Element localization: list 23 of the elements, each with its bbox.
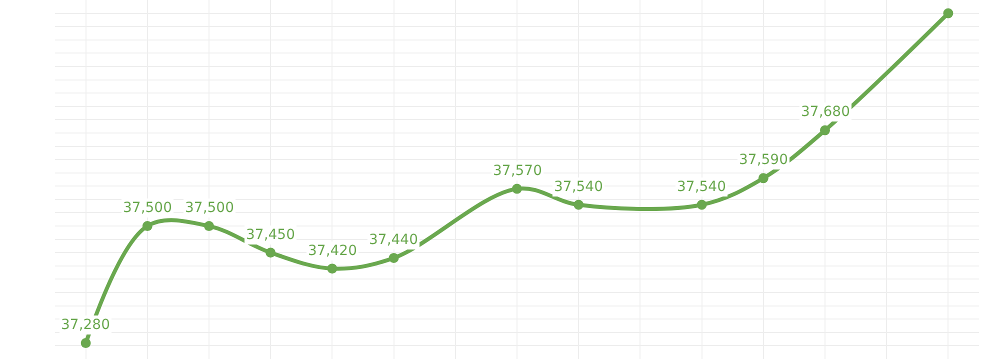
data-label: 37,540: [554, 179, 603, 195]
data-label: 37,590: [739, 152, 788, 168]
data-label: 37,280: [61, 317, 110, 333]
point: [142, 221, 152, 232]
data-label: 37,680: [801, 104, 850, 120]
data-label: 37,540: [677, 179, 726, 195]
point: [266, 248, 276, 258]
point: [574, 200, 584, 210]
point: [80, 338, 91, 348]
data-label: 37,500: [185, 200, 234, 216]
data-label: 37,420: [308, 243, 357, 259]
point: [327, 264, 338, 274]
data-label: 37,500: [123, 200, 172, 216]
point: [204, 221, 214, 232]
point: [943, 8, 954, 18]
data-label: 37,440: [369, 232, 418, 248]
point: [388, 252, 399, 263]
point: [696, 200, 707, 210]
point: [820, 125, 830, 136]
point: [512, 184, 522, 194]
point: [758, 173, 768, 184]
data-label: 37,450: [246, 227, 295, 243]
data-label: 37,570: [493, 163, 542, 179]
